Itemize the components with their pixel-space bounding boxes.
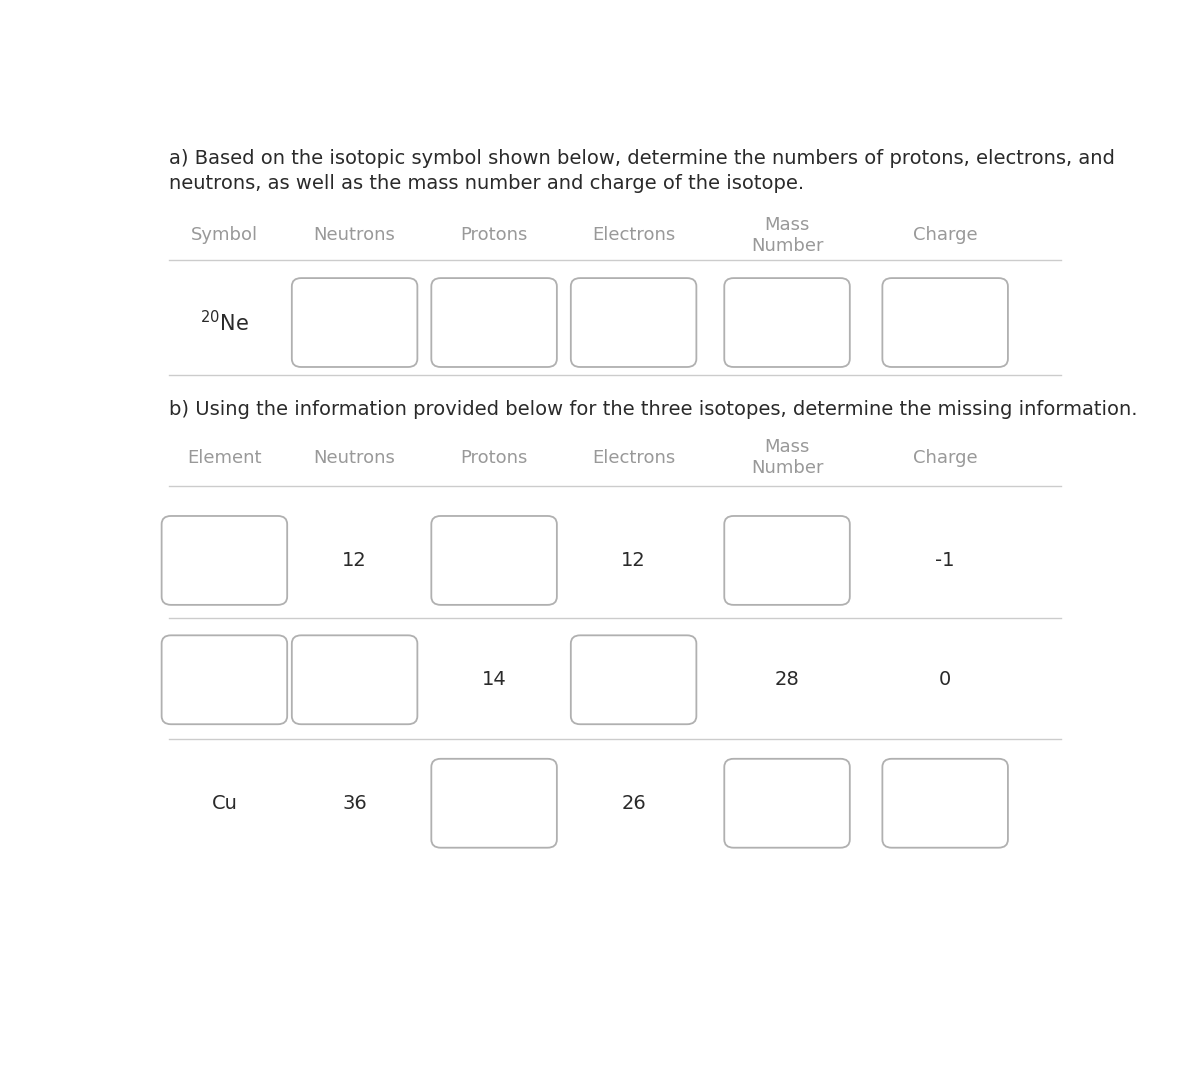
FancyBboxPatch shape [292, 635, 418, 724]
Text: neutrons, as well as the mass number and charge of the isotope.: neutrons, as well as the mass number and… [168, 173, 804, 192]
FancyBboxPatch shape [431, 278, 557, 367]
Text: Element: Element [187, 449, 262, 466]
FancyBboxPatch shape [431, 759, 557, 848]
Text: Neutrons: Neutrons [313, 449, 396, 466]
FancyBboxPatch shape [882, 278, 1008, 367]
FancyBboxPatch shape [431, 516, 557, 605]
Text: Charge: Charge [913, 227, 978, 245]
Text: Protons: Protons [461, 449, 528, 466]
Text: b) Using the information provided below for the three isotopes, determine the mi: b) Using the information provided below … [168, 400, 1138, 419]
Text: Electrons: Electrons [592, 449, 676, 466]
Text: Symbol: Symbol [191, 227, 258, 245]
FancyBboxPatch shape [292, 278, 418, 367]
FancyBboxPatch shape [882, 759, 1008, 848]
Text: 12: 12 [622, 551, 646, 570]
FancyBboxPatch shape [571, 278, 696, 367]
Text: a) Based on the isotopic symbol shown below, determine the numbers of protons, e: a) Based on the isotopic symbol shown be… [168, 149, 1115, 168]
Text: Protons: Protons [461, 227, 528, 245]
Text: Charge: Charge [913, 449, 978, 466]
Text: -1: -1 [936, 551, 955, 570]
FancyBboxPatch shape [571, 635, 696, 724]
Text: 14: 14 [481, 670, 506, 690]
FancyBboxPatch shape [162, 635, 287, 724]
Text: Neutrons: Neutrons [313, 227, 396, 245]
Text: 36: 36 [342, 794, 367, 812]
Text: 12: 12 [342, 551, 367, 570]
Text: $^{20}$Ne: $^{20}$Ne [200, 310, 248, 336]
FancyBboxPatch shape [725, 516, 850, 605]
FancyBboxPatch shape [162, 516, 287, 605]
Text: 26: 26 [622, 794, 646, 812]
Text: 0: 0 [940, 670, 952, 690]
Text: Electrons: Electrons [592, 227, 676, 245]
Text: Mass
Number: Mass Number [751, 438, 823, 477]
Text: Mass
Number: Mass Number [751, 216, 823, 254]
FancyBboxPatch shape [725, 759, 850, 848]
Text: Cu: Cu [211, 794, 238, 812]
FancyBboxPatch shape [725, 278, 850, 367]
Text: 28: 28 [775, 670, 799, 690]
